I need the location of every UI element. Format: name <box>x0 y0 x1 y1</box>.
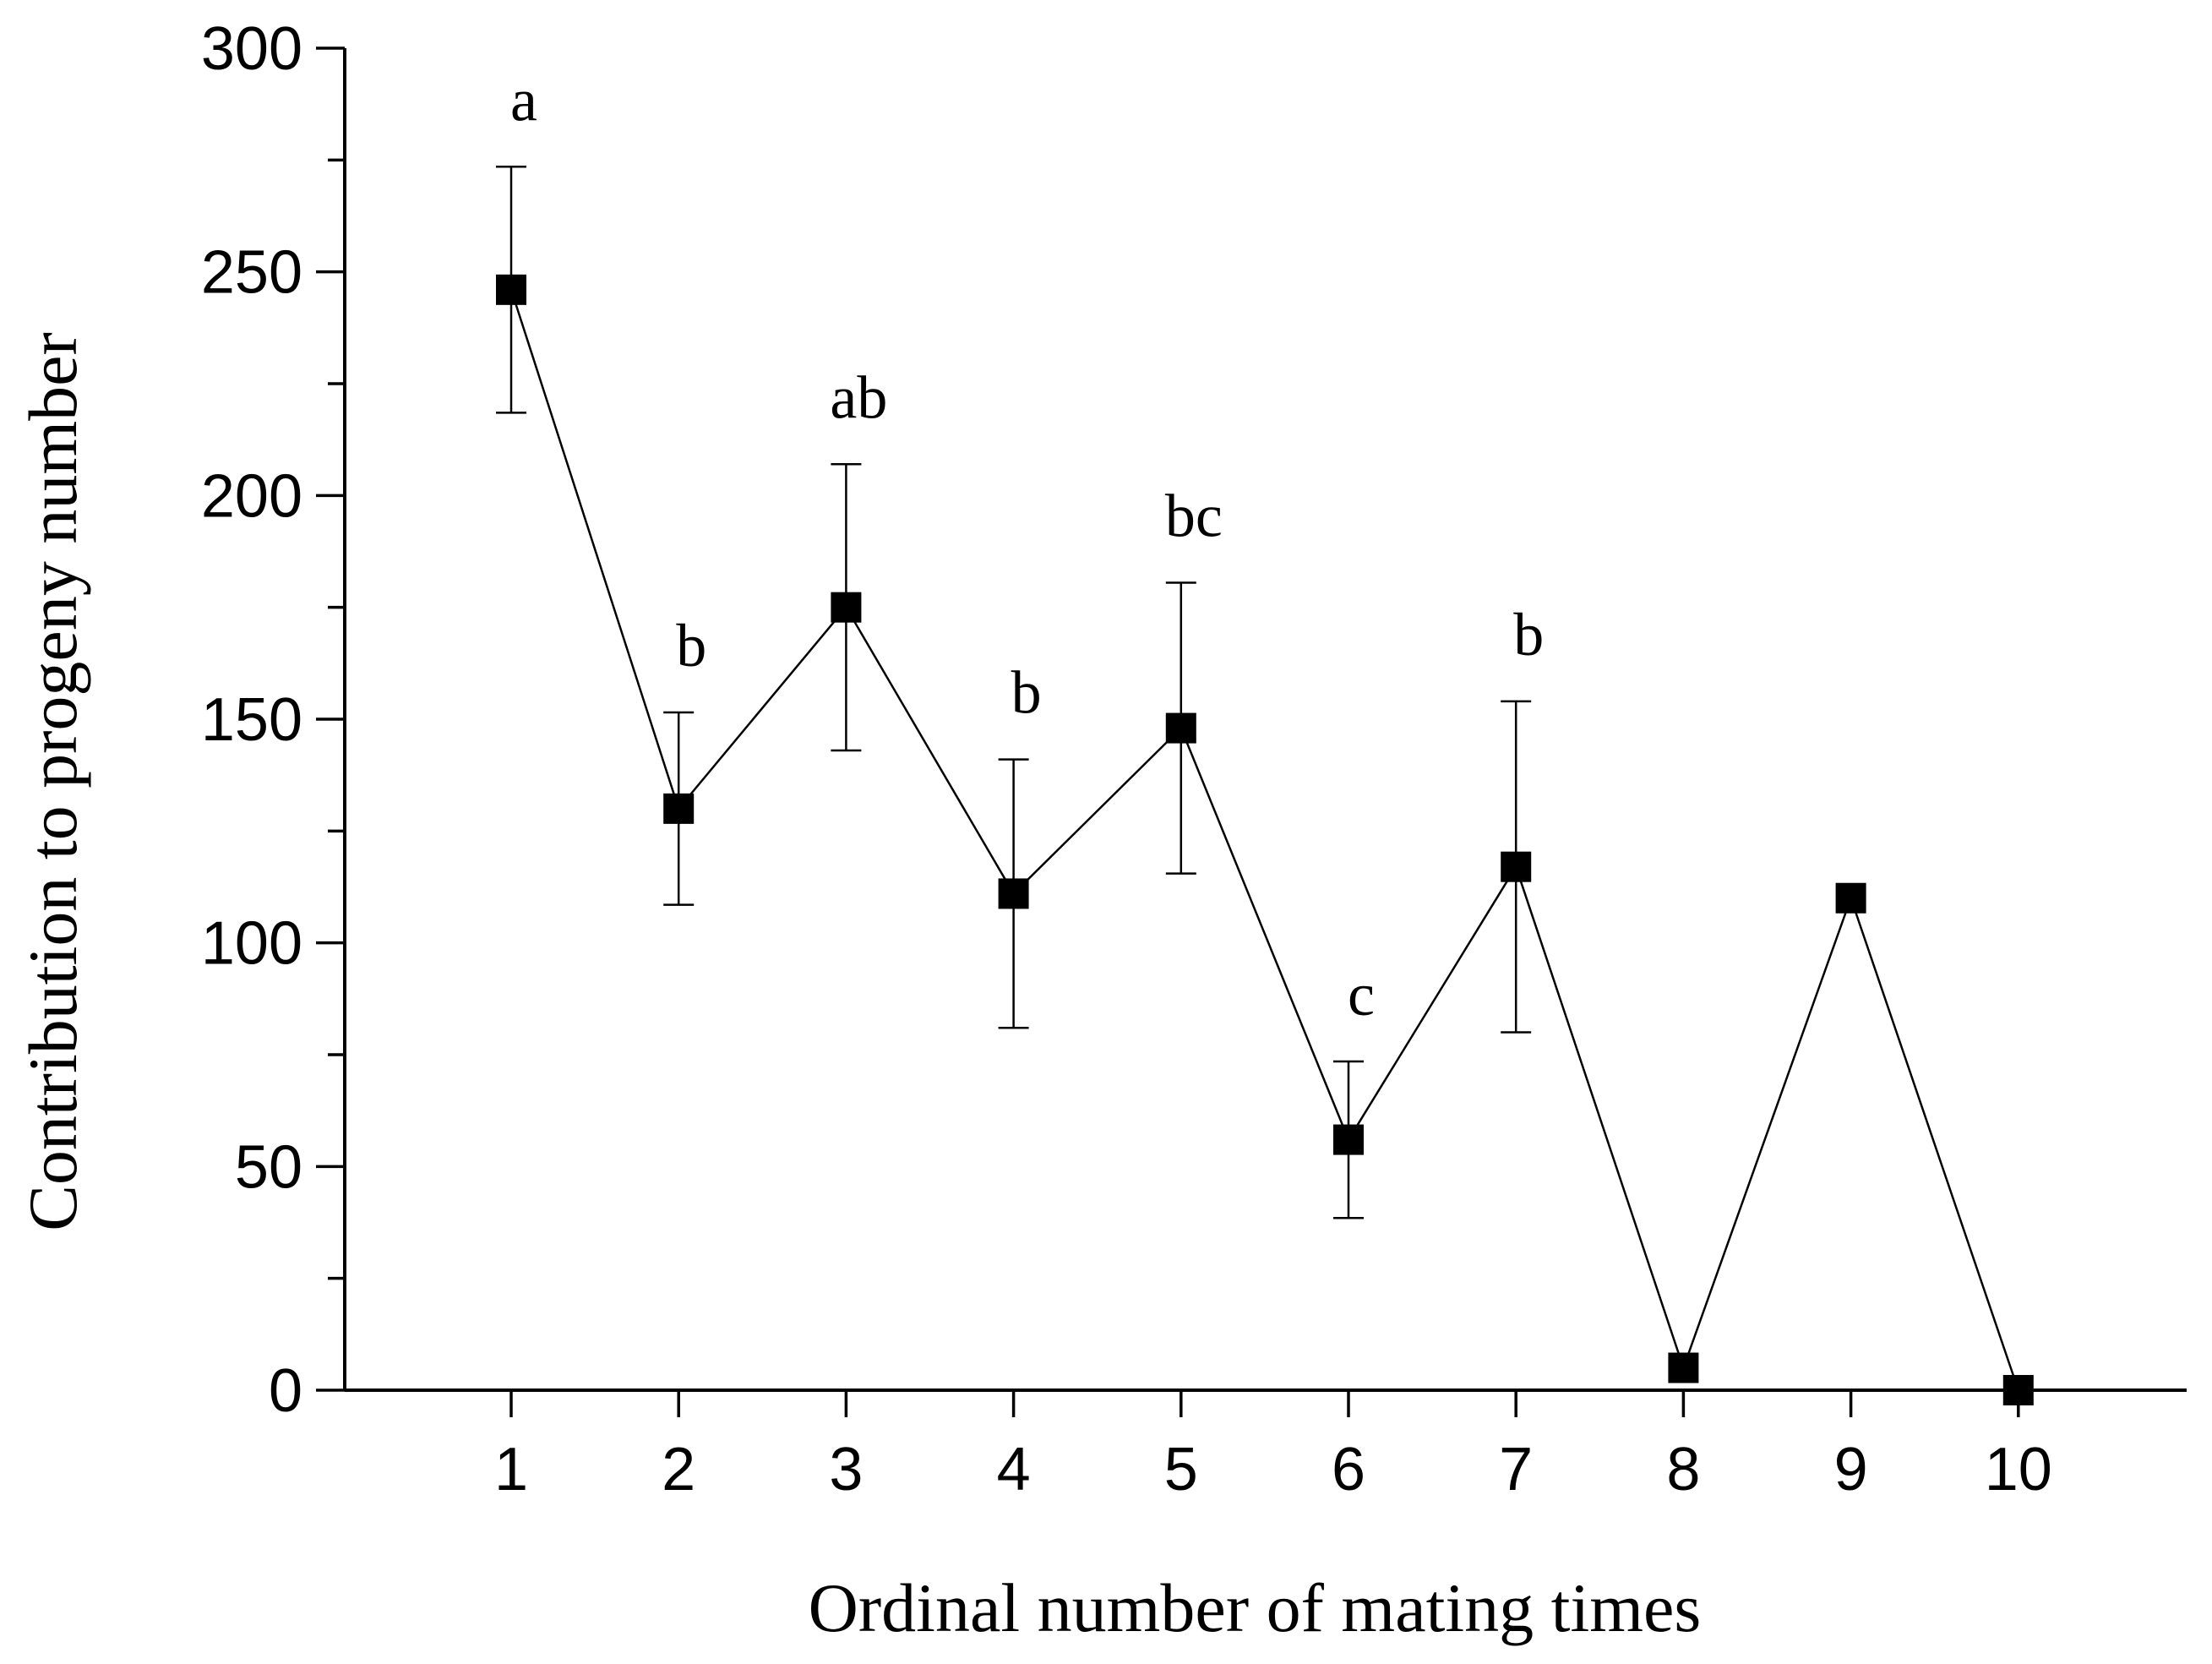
series-segment <box>1347 866 1517 1141</box>
y-tick-label: 250 <box>201 239 302 307</box>
y-tick-label: 150 <box>201 686 302 754</box>
series-segment <box>1515 866 1685 1368</box>
x-tick-label: 4 <box>997 1436 1031 1503</box>
x-tick-label: 10 <box>1985 1436 2052 1503</box>
significance-label: c <box>1348 961 1375 1028</box>
data-point <box>998 878 1029 909</box>
y-axis-ticks: 0 50 100 150 200 250 300 <box>201 15 345 1425</box>
x-tick-label: 8 <box>1666 1436 1700 1503</box>
series-segment <box>509 289 680 810</box>
x-axis-ticks: 1 2 3 4 5 6 7 8 9 10 <box>494 1390 2052 1503</box>
axes <box>343 48 2187 1392</box>
data-point <box>1501 851 1532 882</box>
data-point <box>1165 712 1196 744</box>
series-segment <box>678 606 847 810</box>
x-tick-label: 6 <box>1332 1436 1365 1503</box>
data-point <box>831 592 862 623</box>
y-axis-title: Contribution to progeny number <box>14 332 91 1231</box>
significance-label: ab <box>830 363 887 431</box>
x-tick-label: 3 <box>829 1436 863 1503</box>
series-segment <box>1682 897 1852 1368</box>
significance-label: a <box>510 66 537 134</box>
series-segment <box>1012 727 1182 895</box>
x-tick-label: 1 <box>494 1436 528 1503</box>
x-tick-label: 2 <box>662 1436 695 1503</box>
y-tick-label: 100 <box>201 910 302 978</box>
x-tick-label: 9 <box>1834 1436 1868 1503</box>
significance-label: b <box>676 612 706 679</box>
data-point <box>1835 882 1866 914</box>
x-tick-label: 7 <box>1499 1436 1533 1503</box>
significance-label: bc <box>1165 483 1223 550</box>
y-tick-label: 0 <box>269 1357 302 1425</box>
series-segment <box>1850 897 2019 1391</box>
significance-label: b <box>1513 601 1544 668</box>
y-tick-label: 300 <box>201 15 302 83</box>
series-line <box>509 289 2019 1391</box>
data-point <box>663 793 695 824</box>
data-point <box>496 274 526 305</box>
series-segment <box>1180 728 1350 1141</box>
data-markers <box>496 274 2034 1405</box>
y-tick-label: 200 <box>201 462 302 530</box>
series-segment <box>845 607 1015 895</box>
data-point <box>1333 1124 1364 1155</box>
x-tick-label: 5 <box>1164 1436 1198 1503</box>
y-tick-label: 50 <box>235 1133 302 1201</box>
x-axis-title: Ordinal number of mating times <box>809 1569 1702 1646</box>
data-point <box>1668 1352 1699 1383</box>
significance-label: b <box>1011 659 1042 727</box>
